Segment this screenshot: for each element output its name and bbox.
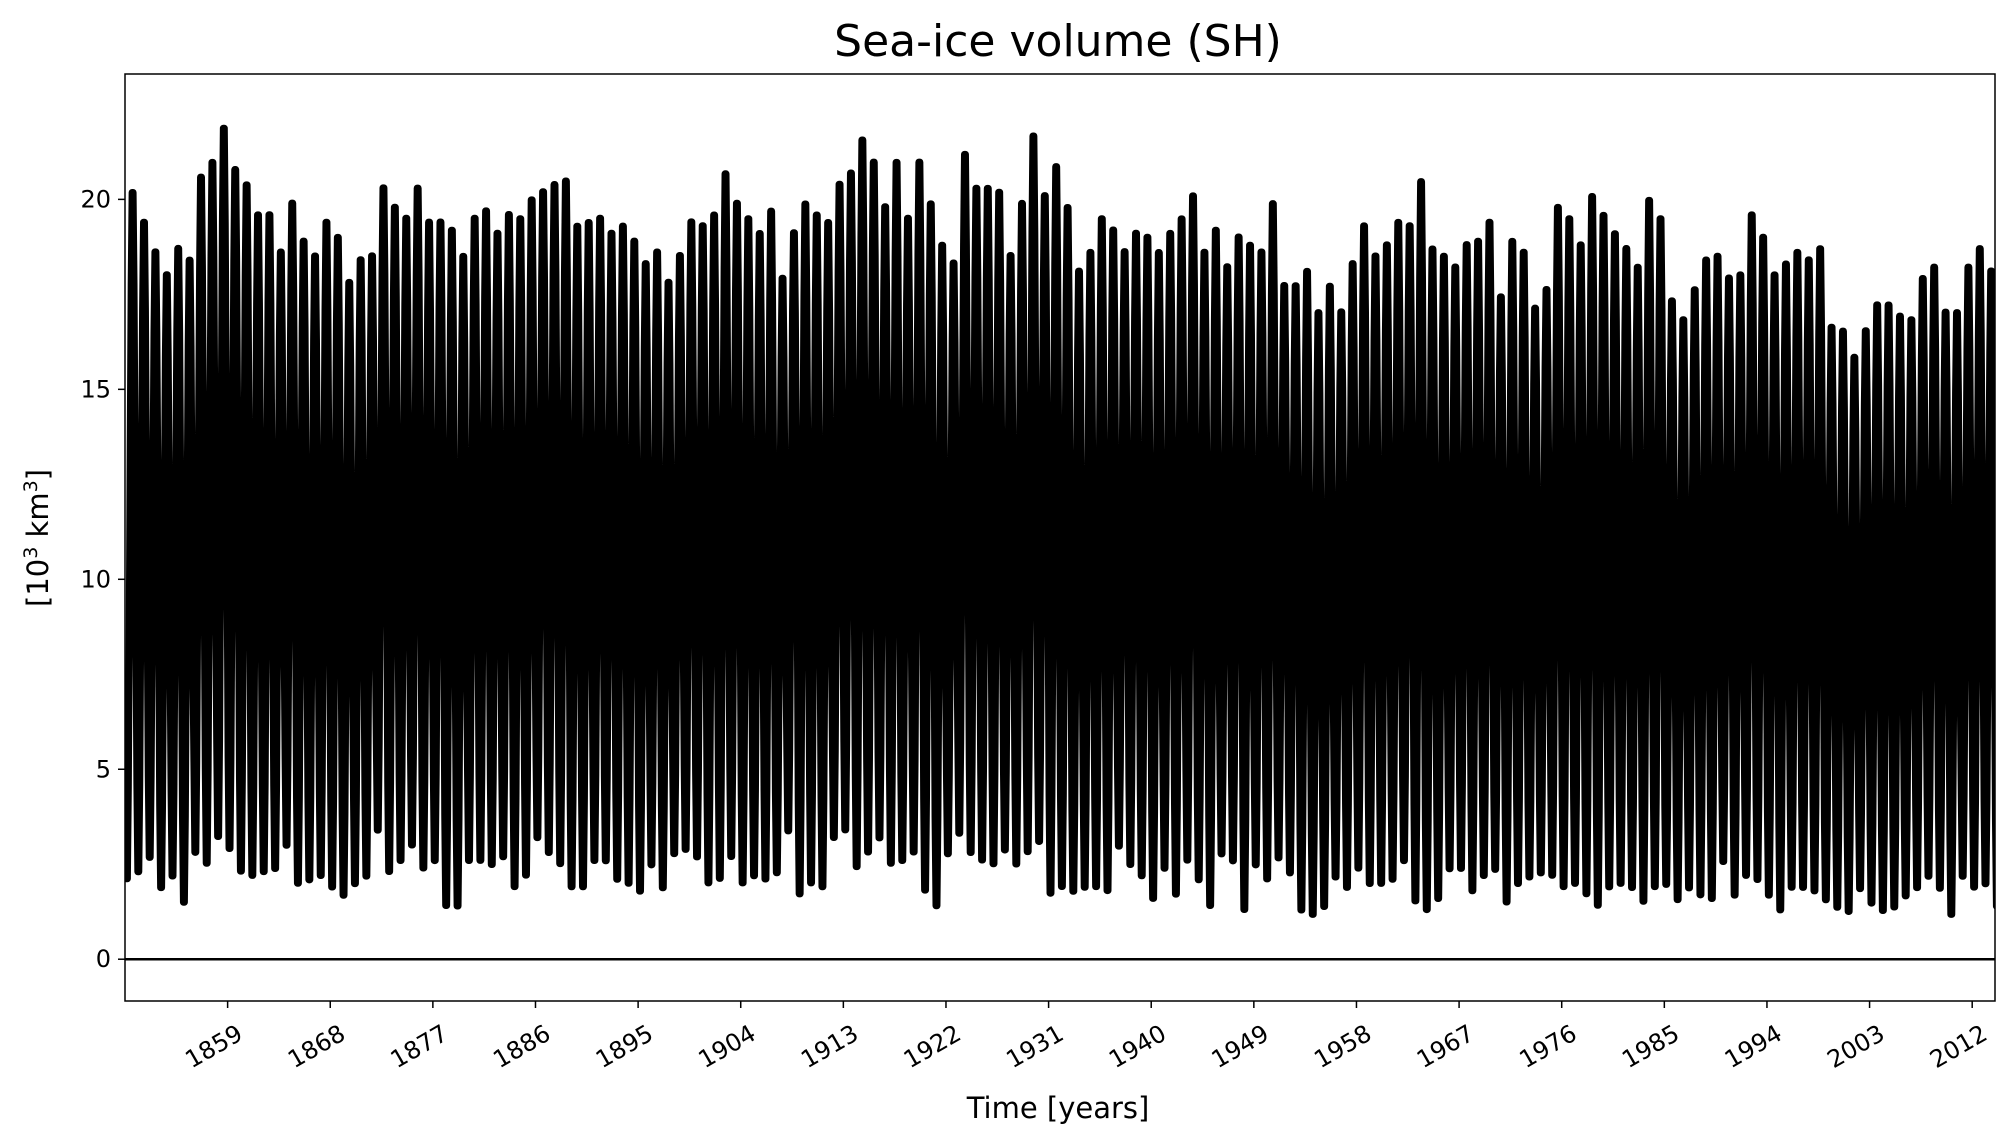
y-axis-label: [103 km3] xyxy=(20,469,55,607)
y-tick-label: 15 xyxy=(80,375,111,403)
data-layer xyxy=(125,124,1995,918)
series-line xyxy=(125,124,1995,918)
y-tick-label: 10 xyxy=(80,565,111,593)
chart-title: Sea-ice volume (SH) xyxy=(834,16,1282,67)
x-axis-label: Time [years] xyxy=(966,1091,1150,1125)
y-axis-label-prefix: [10 xyxy=(21,559,55,607)
y-axis-label-end: ] xyxy=(21,469,55,480)
y-axis-label-unit: km xyxy=(21,492,55,546)
plot-frame xyxy=(124,73,1996,1002)
y-axis-label-exponent: 3 xyxy=(20,547,42,559)
y-axis-label-unit-exponent: 3 xyxy=(20,480,42,492)
y-tick-label: 20 xyxy=(80,185,111,213)
y-tick-label: 0 xyxy=(96,945,111,973)
y-tick-label: 5 xyxy=(96,755,111,783)
